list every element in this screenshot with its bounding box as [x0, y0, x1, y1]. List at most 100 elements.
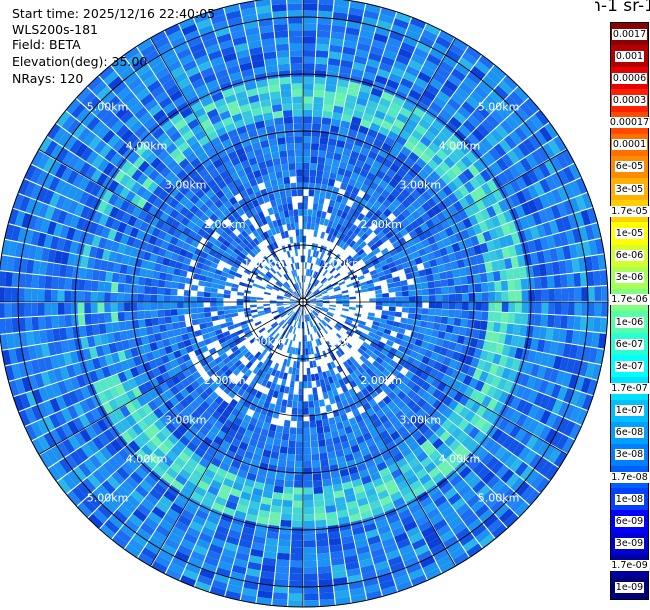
range-gate-cell: [117, 293, 125, 302]
range-gate-cell: [547, 314, 555, 328]
range-gate-cell: [429, 259, 438, 268]
range-gate-cell: [213, 273, 221, 280]
range-gate-cell: [216, 164, 227, 175]
range-gate-cell: [447, 181, 459, 193]
range-ring: [131, 130, 475, 474]
range-gate-cell: [248, 224, 256, 233]
range-gate-cell: [391, 526, 406, 537]
range-gate-cell: [533, 277, 542, 289]
range-gate-cell: [374, 560, 390, 571]
range-gate-cell: [405, 272, 414, 280]
range-gate-cell: [188, 72, 203, 84]
colorbar-tick-label: 1e-06: [614, 316, 645, 328]
range-gate-cell: [314, 189, 321, 198]
range-gate-cell: [121, 339, 131, 351]
range-gate-cell: [369, 328, 378, 335]
range-gate-cell: [332, 18, 347, 27]
range-gate-cell: [214, 252, 223, 260]
range-gate-cell: [331, 159, 341, 168]
range-gate-cell: [111, 272, 120, 283]
range-gate-cell: [231, 356, 239, 365]
range-gate-cell: [553, 275, 562, 288]
range-gate-cell: [545, 175, 557, 191]
range-gate-cell: [341, 290, 349, 294]
range-gate-cell: [447, 492, 462, 506]
range-gate-cell: [225, 10, 242, 21]
range-gate-cell: [85, 359, 95, 372]
range-gate-cell: [246, 201, 255, 211]
range-gate-cell: [356, 391, 365, 400]
range-gate-cell: [545, 191, 557, 206]
range-gate-cell: [159, 495, 173, 508]
range-gate-cell: [148, 536, 164, 549]
range-gate-cell: [279, 190, 286, 199]
range-gate-cell: [190, 101, 203, 113]
range-gate-cell: [289, 573, 303, 581]
range-gate-cell: [503, 168, 515, 182]
range-gate-cell: [316, 43, 330, 52]
range-gate-cell: [506, 268, 514, 280]
range-gate-cell: [395, 135, 408, 146]
range-gate-cell: [541, 289, 549, 302]
range-gate-cell: [86, 257, 96, 269]
range-gate-cell: [401, 208, 411, 219]
range-gate-cell: [343, 390, 352, 399]
range-gate-cell: [256, 376, 264, 385]
range-gate-cell: [154, 237, 164, 248]
range-gate-cell: [181, 333, 190, 341]
range-gate-cell: [263, 401, 271, 410]
range-gate-cell: [492, 202, 503, 215]
range-gate-cell: [224, 122, 236, 133]
range-gate-cell: [303, 454, 312, 462]
range-gate-cell: [86, 150, 99, 165]
range-gate-cell: [120, 360, 130, 371]
range-gate-cell: [350, 274, 358, 281]
range-gate-cell: [390, 66, 405, 78]
range-gate-cell: [113, 509, 128, 524]
range-gate-cell: [48, 176, 61, 192]
range-gate-cell: [266, 470, 276, 479]
range-gate-cell: [375, 356, 384, 365]
range-gate-cell: [382, 420, 393, 430]
range-gate-cell: [243, 166, 253, 175]
start-time-label: Start time: 2025/12/16 22:40:05: [12, 6, 216, 21]
range-gate-cell: [303, 176, 310, 183]
range-gate-cell: [492, 401, 504, 414]
range-gate-cell: [239, 281, 247, 287]
range-gate-cell: [199, 426, 210, 437]
range-gate-cell: [339, 240, 346, 249]
range-gate-cell: [196, 296, 204, 302]
range-gate-cell: [267, 77, 280, 86]
range-gate-cell: [84, 165, 97, 180]
range-gate-cell: [303, 195, 309, 203]
range-gate-cell: [414, 338, 423, 347]
range-gate-cell: [343, 205, 351, 214]
range-gate-cell: [125, 274, 133, 284]
range-gate-cell: [421, 201, 432, 212]
range-gate-cell: [497, 172, 510, 186]
range-gate-cell: [326, 233, 333, 242]
range-gate-cell: [239, 103, 251, 113]
range-gate-cell: [306, 321, 309, 329]
range-gate-cell: [306, 222, 311, 230]
range-gate-cell: [357, 275, 365, 281]
range-gate-cell: [528, 289, 536, 302]
range-gate-cell: [262, 276, 270, 283]
range-gate-cell: [542, 143, 556, 159]
range-gate-cell: [312, 360, 317, 368]
range-gate-cell: [581, 287, 589, 301]
range-gate-cell: [569, 180, 582, 197]
range-gate-cell: [50, 144, 64, 160]
range-gate-cell: [565, 229, 576, 245]
range-gate-cell: [26, 259, 35, 274]
range-gate-cell: [441, 374, 451, 385]
range-gate-cell: [367, 493, 379, 504]
range-gate-cell: [303, 321, 305, 329]
range-gate-cell: [174, 202, 185, 213]
range-gate-cell: [212, 257, 221, 265]
range-gate-cell: [427, 315, 435, 323]
range-gate-cell: [231, 564, 247, 575]
range-gate-cell: [292, 270, 296, 277]
range-gate-cell: [217, 348, 226, 357]
range-gate-cell: [396, 400, 407, 410]
